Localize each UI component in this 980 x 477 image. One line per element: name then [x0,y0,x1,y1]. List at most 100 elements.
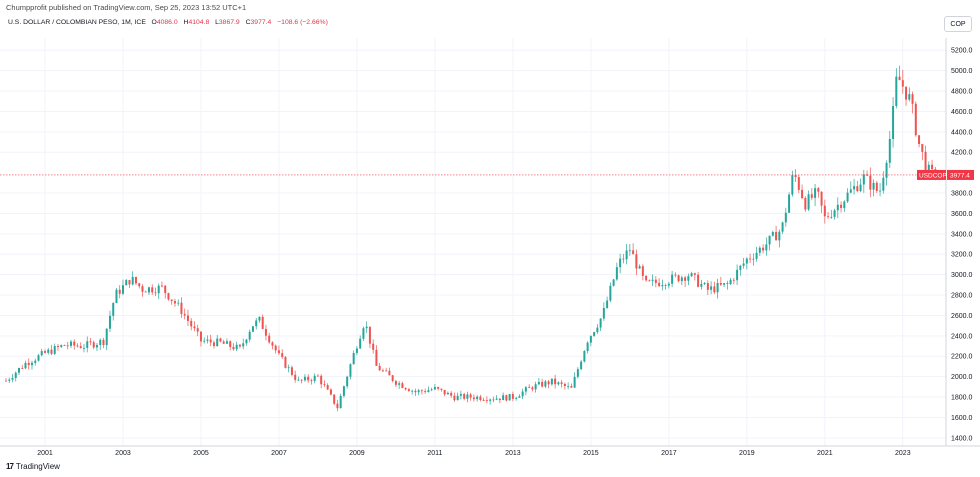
published-by-text: Chumpprofit published on TradingView.com… [6,3,247,12]
candle-body [105,328,108,346]
candle-body [446,392,449,395]
candle-body [37,355,40,361]
candle-body [560,382,563,384]
candle-body [606,300,609,308]
candle-body [726,283,729,285]
candle-body [320,375,323,385]
ohlc-high-key: H [183,19,189,26]
time-tick-label: 2015 [583,450,599,457]
candle-body [658,282,661,287]
candle-body [472,397,475,400]
time-tick-label: 2019 [739,450,755,457]
price-tick-label: 2200.0 [951,354,973,361]
candle-body [86,341,89,348]
candle-body [869,175,872,190]
price-tick-label: 4400.0 [951,129,973,136]
candle-body [612,279,615,286]
candle-body [609,285,612,301]
candle-body [908,94,911,100]
price-tick-label: 2000.0 [951,374,973,381]
price-axis[interactable]: 5200.0 5000.0 4800.0 4600.0 4400.0 4200.0 3800… [951,48,973,443]
candle-body [693,273,696,275]
time-tick-label: 2021 [817,450,833,457]
candle-body [888,138,891,163]
candle-body [654,279,657,283]
candle-body [69,341,72,346]
candle-body [151,287,154,293]
candle-body [557,382,560,385]
candle-body [63,345,66,346]
candle-body [219,338,222,342]
candle-body [550,378,553,385]
candle-body [443,389,446,395]
candle-body [21,367,24,369]
candle-body [674,274,677,276]
candle-body [456,395,459,401]
candle-body [924,151,927,172]
time-tick-label: 2003 [115,450,131,457]
candle-body [515,397,518,399]
price-tick-label: 3200.0 [951,252,973,259]
candle-body [30,362,33,366]
time-axis[interactable]: 2001 2003 2005 2007 2009 2011 2013 2015 2017 2019… [37,450,910,457]
candle-body [599,318,602,328]
candle-body [268,335,271,343]
last-price-value-box [947,169,974,180]
candle-body [635,254,638,269]
candle-body [898,76,901,81]
candle-body [511,394,514,399]
candle-body [882,177,885,191]
candle-body [287,367,290,369]
candle-body [173,301,176,304]
candle-body [911,94,914,104]
candle-body [196,328,199,332]
candle-body [768,235,771,245]
candle-body [619,258,622,268]
candle-body [183,313,186,316]
candle-body [303,376,306,381]
candle-body [632,250,635,255]
candle-body [567,386,570,387]
ohlc-close-value: 3977.4 [250,19,272,26]
candle-body [40,351,43,356]
time-tick-label: 2013 [505,450,521,457]
candle-body [638,266,641,269]
candle-body [264,328,267,336]
candle-body [853,186,856,190]
candle-body [781,222,784,232]
candle-body [492,399,495,401]
candle-body [706,283,709,290]
candle-body [440,388,443,390]
candle-body [570,386,573,388]
price-tick-label: 3600.0 [951,211,973,218]
candle-body [846,192,849,202]
candle-body [716,282,719,293]
candle-body [391,375,394,381]
candle-body [170,299,173,302]
candle-body [927,164,930,172]
candle-body [797,177,800,190]
candle-body [284,357,287,368]
candle-body [739,265,742,270]
candle-body [60,345,63,347]
candle-body [437,387,440,389]
candle-body [154,292,157,294]
price-tick-label: 1600.0 [951,415,973,422]
candle-body [849,189,852,193]
candle-body [209,339,212,343]
candle-body [138,283,141,287]
candle-body [453,395,456,401]
time-tick-label: 2005 [193,450,209,457]
candle-body [641,266,644,276]
candle-body [24,362,27,369]
time-tick-label: 2017 [661,450,677,457]
candle-body [290,367,293,375]
candle-body [583,351,586,362]
candle-body [661,284,664,287]
candle-body [401,383,404,388]
candle-body [859,184,862,192]
price-tick-label: 2600.0 [951,313,973,320]
tradingview-brand[interactable]: 17 TradingView [6,462,60,471]
currency-button[interactable]: COP [944,16,972,32]
